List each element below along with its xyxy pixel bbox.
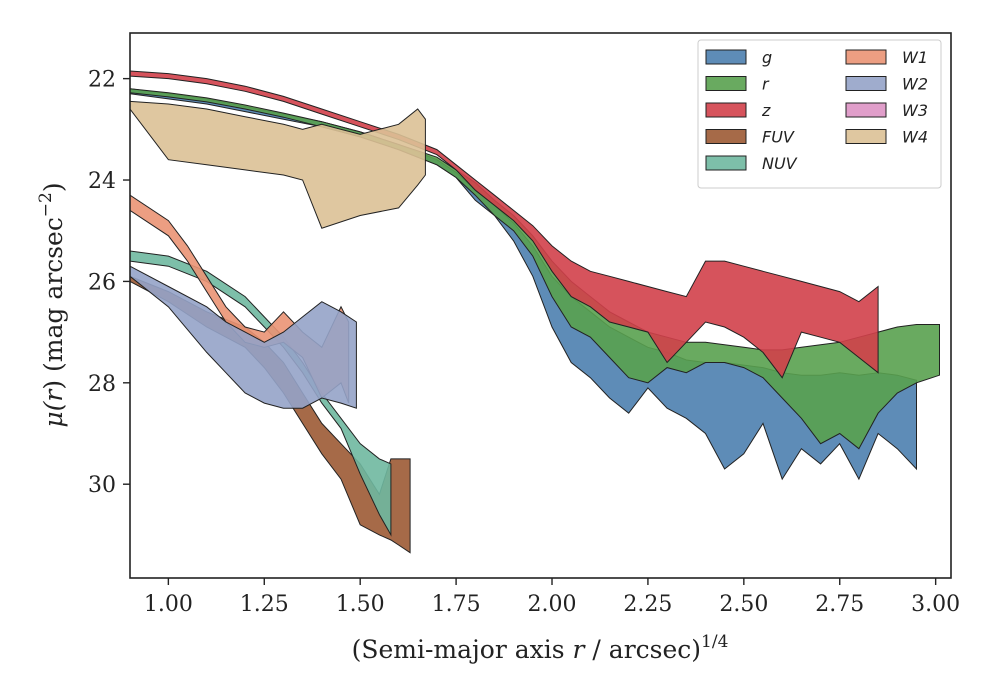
y-tick-label: 26 [88,270,116,295]
y-tick-label: 24 [88,169,116,194]
legend-swatch-w1 [845,49,887,65]
x-tick-label: 3.00 [911,592,960,617]
x-tick-label: 2.25 [623,592,672,617]
y-tick-label: 22 [88,68,116,93]
legend-label-w2: W2 [902,75,928,94]
band-z [130,70,879,379]
y-axis-label: μ(r) (mag arcsec−2) [36,182,68,427]
band-w4 [130,100,426,229]
x-tick-label: 1.00 [144,592,193,617]
legend-label-g: g [762,48,772,67]
legend-label-z: z [761,101,771,120]
band-fuv [130,275,411,554]
x-axis-label: (Semi-major axis r / arcsec)1/4 [352,632,729,664]
legend-label-w4: W4 [902,128,928,147]
x-axis: 1.00 1.25 1.50 1.75 2.00 2.25 2.50 2.75 3.00 [144,578,960,617]
legend-swatch-fuv [705,129,747,144]
legend: grz FUV NUV W1 W2 W3 W4 [697,39,942,189]
band-nuv [130,250,392,537]
legend-label-nuv: NUV [762,154,798,173]
x-tick-label: 2.75 [815,592,864,617]
x-tick-label: 1.50 [336,592,385,617]
legend-swatch-r [705,76,747,91]
legend-swatch-w4 [845,129,887,144]
x-tick-label: 1.75 [432,592,481,617]
band-w2 [130,265,357,409]
x-tick-label: 1.25 [240,592,289,617]
x-tick-label: 2.00 [528,592,577,617]
x-tick-label: 2.50 [719,592,768,617]
legend-label-r: r [762,75,770,94]
legend-label-fuv: FUV [762,128,795,147]
y-tick-label: 30 [88,473,116,498]
y-tick-label: 28 [88,372,116,397]
legend-swatch-z [705,102,747,118]
plot-frame [129,32,952,579]
profile-bands [130,70,940,554]
legend-swatch-w2 [845,76,887,91]
legend-label-w1: W1 [902,48,928,67]
legend-swatch-g [705,49,747,65]
legend-swatch-nuv [705,155,747,171]
legend-swatch-w3 [845,102,887,118]
legend-label-w3: W3 [902,101,928,120]
y-axis: 22 24 26 28 30 [88,68,130,498]
